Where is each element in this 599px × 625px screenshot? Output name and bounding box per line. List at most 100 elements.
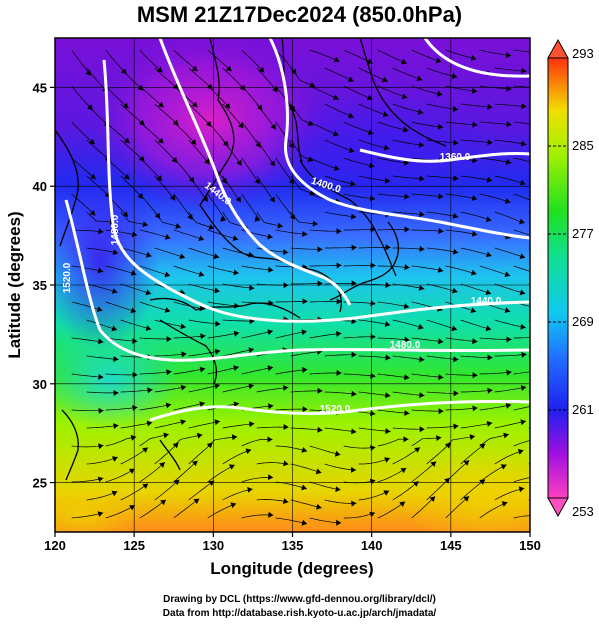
streamline-arrow xyxy=(267,365,273,372)
streamline-arrow xyxy=(382,111,389,118)
streamline-arrow xyxy=(463,460,470,466)
streamline-arrow xyxy=(519,253,526,259)
streamline xyxy=(343,85,373,100)
streamline xyxy=(290,350,323,357)
streamline xyxy=(343,445,376,449)
streamline xyxy=(392,447,421,465)
streamline xyxy=(173,460,198,483)
streamline-arrow xyxy=(123,173,130,180)
streamline-arrow xyxy=(486,216,492,223)
streamline-arrow xyxy=(208,480,215,487)
streamline-arrow xyxy=(96,306,103,312)
streamline xyxy=(139,49,163,73)
streamline-arrow xyxy=(282,498,289,504)
streamline-arrow xyxy=(437,123,444,130)
streamline xyxy=(207,265,239,274)
streamline-arrow xyxy=(385,244,391,251)
streamline xyxy=(343,512,376,519)
streamline xyxy=(309,481,341,491)
streamline-arrow xyxy=(383,490,390,496)
streamline-arrow xyxy=(348,147,355,153)
streamline-arrow xyxy=(404,193,410,200)
streamline xyxy=(71,512,104,519)
streamline xyxy=(343,49,373,64)
streamline-arrow xyxy=(453,356,459,363)
streamline xyxy=(256,103,277,130)
streamline-arrow xyxy=(138,155,145,162)
streamline-arrow xyxy=(98,443,104,450)
streamline-arrow xyxy=(159,462,165,468)
streamline xyxy=(86,491,118,501)
streamline-arrow xyxy=(269,160,275,167)
colorbar-max-arrow xyxy=(547,38,569,59)
streamline-arrow xyxy=(90,173,96,180)
streamline xyxy=(377,337,410,341)
streamline-arrow xyxy=(520,385,527,391)
streamline xyxy=(513,440,530,447)
streamline xyxy=(324,391,357,395)
streamline-arrow xyxy=(487,354,493,361)
streamline-arrow xyxy=(197,432,203,439)
x-axis-title: Longitude (degrees) xyxy=(210,559,373,578)
streamline-arrow xyxy=(486,251,492,258)
streamline xyxy=(324,427,357,433)
streamline-arrow xyxy=(98,407,104,414)
streamline xyxy=(377,85,408,99)
streamline-arrow xyxy=(213,253,220,260)
streamline-arrow xyxy=(307,120,314,126)
streamline xyxy=(411,496,436,519)
streamline-arrow xyxy=(272,86,278,93)
streamline xyxy=(139,371,172,375)
streamline-arrow xyxy=(309,82,316,88)
streamline-arrow xyxy=(518,486,525,493)
streamline xyxy=(71,157,96,180)
streamline xyxy=(479,434,509,447)
warm-air-region xyxy=(400,450,530,532)
streamline xyxy=(343,157,375,167)
streamline xyxy=(324,499,357,504)
streamline xyxy=(241,514,274,519)
streamline-arrow xyxy=(404,226,410,233)
streamline-arrow xyxy=(267,233,273,240)
streamline xyxy=(173,434,203,447)
streamline-arrow xyxy=(248,347,254,354)
streamline-arrow xyxy=(538,201,544,207)
streamline xyxy=(207,121,229,147)
streamline-arrow xyxy=(112,456,118,462)
streamline-arrow xyxy=(137,193,144,199)
streamline xyxy=(324,67,354,82)
streamline-arrow xyxy=(191,460,198,467)
streamline-arrow xyxy=(198,235,205,242)
streamline-arrow xyxy=(113,423,119,429)
streamline xyxy=(154,420,186,429)
streamline xyxy=(358,391,391,397)
streamline-arrow xyxy=(220,216,226,222)
contour-label: 1480.0 xyxy=(110,214,121,245)
streamline-arrow xyxy=(399,501,406,507)
streamline-arrow xyxy=(385,354,391,361)
streamline xyxy=(513,157,530,163)
streamline-arrow xyxy=(98,228,104,235)
streamline xyxy=(494,450,524,465)
streamline xyxy=(120,447,149,465)
streamline xyxy=(377,501,406,519)
streamline xyxy=(290,463,322,474)
colorbar-tick-label: 253 xyxy=(572,504,594,519)
streamline xyxy=(173,265,205,276)
streamline-arrow xyxy=(268,403,274,410)
x-tick-label: 140 xyxy=(361,538,383,553)
streamline xyxy=(479,404,512,411)
streamline-arrow xyxy=(367,129,374,135)
streamline-arrow xyxy=(452,287,458,294)
streamline xyxy=(426,247,459,254)
streamline xyxy=(188,103,212,127)
streamline-arrow xyxy=(254,178,260,185)
streamline-arrow xyxy=(113,356,119,362)
streamline xyxy=(120,483,149,501)
streamline xyxy=(494,487,525,501)
streamline xyxy=(411,265,444,272)
streamline xyxy=(290,390,323,393)
streamline-arrow xyxy=(180,384,187,391)
streamline-arrow xyxy=(232,235,239,242)
streamline xyxy=(426,355,459,360)
